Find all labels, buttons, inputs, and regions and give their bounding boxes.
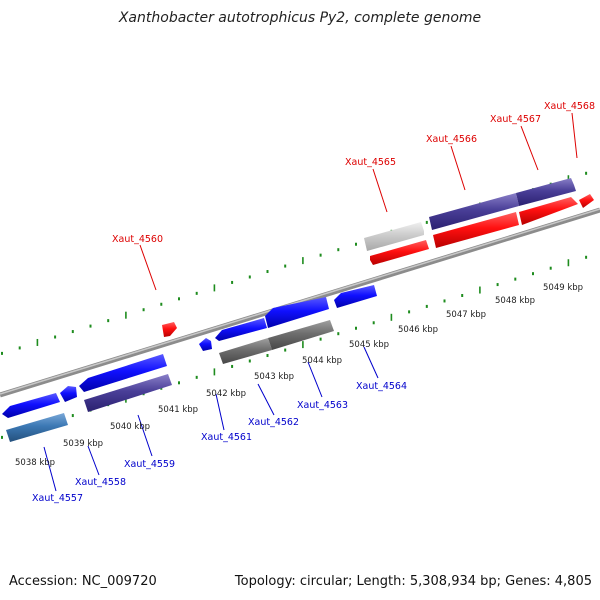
gene-xaut-4557[interactable]	[2, 393, 60, 418]
connector-line	[215, 393, 225, 431]
label-connectors	[43, 112, 578, 492]
gene-xaut-4567-red[interactable]	[519, 197, 578, 225]
connector-line	[43, 446, 57, 492]
scale-label: 5040 kbp	[110, 422, 150, 432]
gene-label[interactable]: Xaut_4562	[248, 417, 299, 428]
scale-label: 5039 kbp	[63, 439, 103, 449]
scale-label: 5045 kbp	[349, 340, 389, 350]
connector-line	[571, 112, 578, 159]
connector-line	[307, 361, 323, 398]
connector-line	[137, 414, 153, 457]
gene-label[interactable]: Xaut_4563	[297, 400, 348, 411]
gene-xaut-4562[interactable]	[265, 297, 329, 328]
connector-line	[372, 168, 388, 213]
scale-label: 5038 kbp	[15, 458, 55, 468]
genome-info-text: Topology: circular; Length: 5,308,934 bp…	[234, 574, 592, 589]
map-title: Xanthobacter autotrophicus Py2, complete…	[118, 10, 482, 26]
gene-label[interactable]: Xaut_4557	[32, 493, 83, 504]
scale-labels: 5038 kbp 5039 kbp 5040 kbp 5041 kbp 5042 kbp…	[15, 283, 583, 468]
gene-xaut-4562-grey[interactable]	[268, 320, 334, 350]
scale-label: 5048 kbp	[495, 296, 535, 306]
gene-label[interactable]: Xaut_4561	[201, 432, 252, 443]
accession-text: Accession: NC_009720	[9, 574, 157, 589]
scale-label: 5043 kbp	[254, 372, 294, 382]
connector-line	[87, 445, 100, 476]
gene-label[interactable]: Xaut_4559	[124, 459, 175, 470]
gene-xaut-4564[interactable]	[334, 285, 377, 308]
gene-label[interactable]: Xaut_4566	[426, 134, 477, 145]
gene-labels: Xaut_4560Xaut_4565Xaut_4566Xaut_4567Xaut…	[32, 101, 595, 504]
gene-xaut-4560[interactable]	[162, 322, 177, 337]
gene-xaut-4568[interactable]	[579, 194, 594, 208]
gene-xaut-4558[interactable]	[60, 386, 77, 402]
gene-label[interactable]: Xaut_4558	[75, 477, 126, 488]
gene-xaut-4559-navy[interactable]	[84, 374, 172, 412]
genome-backbone-highlight	[0, 208, 600, 395]
gene-label[interactable]: Xaut_4567	[490, 114, 541, 125]
gene-xaut-4557-steel[interactable]	[6, 413, 68, 442]
gene-label[interactable]: Xaut_4565	[345, 157, 396, 168]
scale-label: 5047 kbp	[446, 310, 486, 320]
scale-label: 5049 kbp	[543, 283, 583, 293]
gene-xaut-4561-grey[interactable]	[219, 338, 272, 364]
connector-line	[520, 125, 539, 171]
connector-line	[139, 244, 157, 291]
gene-label[interactable]: Xaut_4564	[356, 381, 407, 392]
gene-xaut-4565[interactable]	[364, 222, 424, 251]
connector-line	[257, 383, 275, 416]
gene-xaut-4566-red[interactable]	[433, 212, 519, 248]
gene-xaut-4565-red[interactable]	[370, 240, 429, 265]
gene-label[interactable]: Xaut_4568	[544, 101, 595, 112]
scale-label: 5044 kbp	[302, 356, 342, 366]
scale-label: 5042 kbp	[206, 389, 246, 399]
gene-xaut-4561[interactable]	[199, 338, 212, 351]
gene-xaut-4561b[interactable]	[215, 318, 267, 341]
gene-xaut-4567[interactable]	[516, 178, 576, 206]
gene-label[interactable]: Xaut_4560	[112, 234, 163, 245]
connector-line	[363, 346, 379, 379]
connector-line	[450, 145, 466, 191]
scale-label: 5041 kbp	[158, 405, 198, 415]
scale-label: 5046 kbp	[398, 325, 438, 335]
gene-xaut-4566[interactable]	[429, 193, 519, 230]
gene-xaut-4559[interactable]	[79, 354, 167, 392]
